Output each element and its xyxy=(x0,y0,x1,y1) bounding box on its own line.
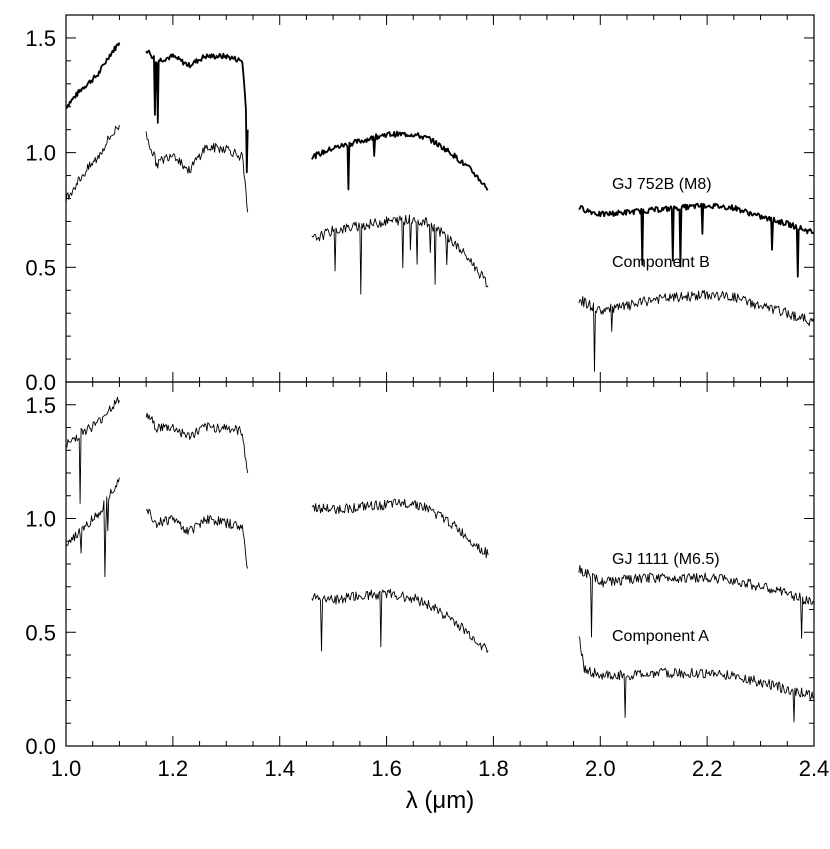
spectrum-line-gj-1111-m6-5 xyxy=(145,412,249,474)
x-tick-label: 2.4 xyxy=(799,756,830,781)
spectrum-line-gj-1111-m6-5 xyxy=(311,498,489,559)
spectrum-line-component-a xyxy=(65,477,120,578)
x-tick-label: 1.2 xyxy=(158,756,189,781)
spectrum-line-gj-1111-m6-5 xyxy=(65,396,120,504)
spectrum-line-component-b xyxy=(145,131,249,213)
y-tick-label: 1.5 xyxy=(25,393,56,418)
spectrum-line-component-a xyxy=(578,636,815,723)
x-tick-label: 1.4 xyxy=(264,756,295,781)
spectrum-line-gj-752b-m8 xyxy=(145,49,249,174)
x-tick-label: 1.8 xyxy=(478,756,509,781)
top-panel: 0.0 0.5 1.0 1.5 GJ 752B (M8) Component B xyxy=(25,14,815,395)
x-tick-label: 2.0 xyxy=(585,756,616,781)
y-tick-label: 1.0 xyxy=(25,141,56,166)
spectrum-line-gj-1111-m6-5 xyxy=(578,564,815,639)
y-tick-label: 1.0 xyxy=(25,507,56,532)
series-annotation: GJ 752B (M8) xyxy=(612,176,712,193)
y-tick-label: 0.5 xyxy=(25,620,56,645)
x-tick-label: 2.2 xyxy=(692,756,723,781)
series-annotation: GJ 1111 (M6.5) xyxy=(612,551,720,568)
spectrum-line-gj-752b-m8 xyxy=(311,130,489,191)
spectrum-line-gj-752b-m8 xyxy=(65,42,121,109)
y-tick-label: 0.0 xyxy=(25,734,56,759)
spectrum-line-component-a xyxy=(311,588,489,653)
spectrum-line-component-b xyxy=(311,214,489,295)
series-annotation: Component B xyxy=(612,254,710,271)
plot-frame xyxy=(65,14,815,383)
y-tick-label: 0.5 xyxy=(25,255,56,280)
spectrum-line-component-a xyxy=(145,508,249,569)
y-tick-label: 0.0 xyxy=(25,370,56,395)
x-tick-label: 1.0 xyxy=(51,756,82,781)
spectrum-line-gj-752b-m8 xyxy=(578,202,814,278)
spectrum-line-component-b xyxy=(578,289,815,372)
spectrum-line-component-b xyxy=(65,125,120,204)
series-annotation: Component A xyxy=(612,628,709,645)
y-tick-label: 1.5 xyxy=(25,26,56,51)
x-tick-label: 1.6 xyxy=(371,756,402,781)
x-axis-title: λ (μm) xyxy=(406,787,474,814)
bottom-panel: 1.0 1.2 1.4 1.6 1.8 2.0 2.2 2.4 0.0 0.5 1.0 1.5 GJ 1… xyxy=(25,381,830,781)
